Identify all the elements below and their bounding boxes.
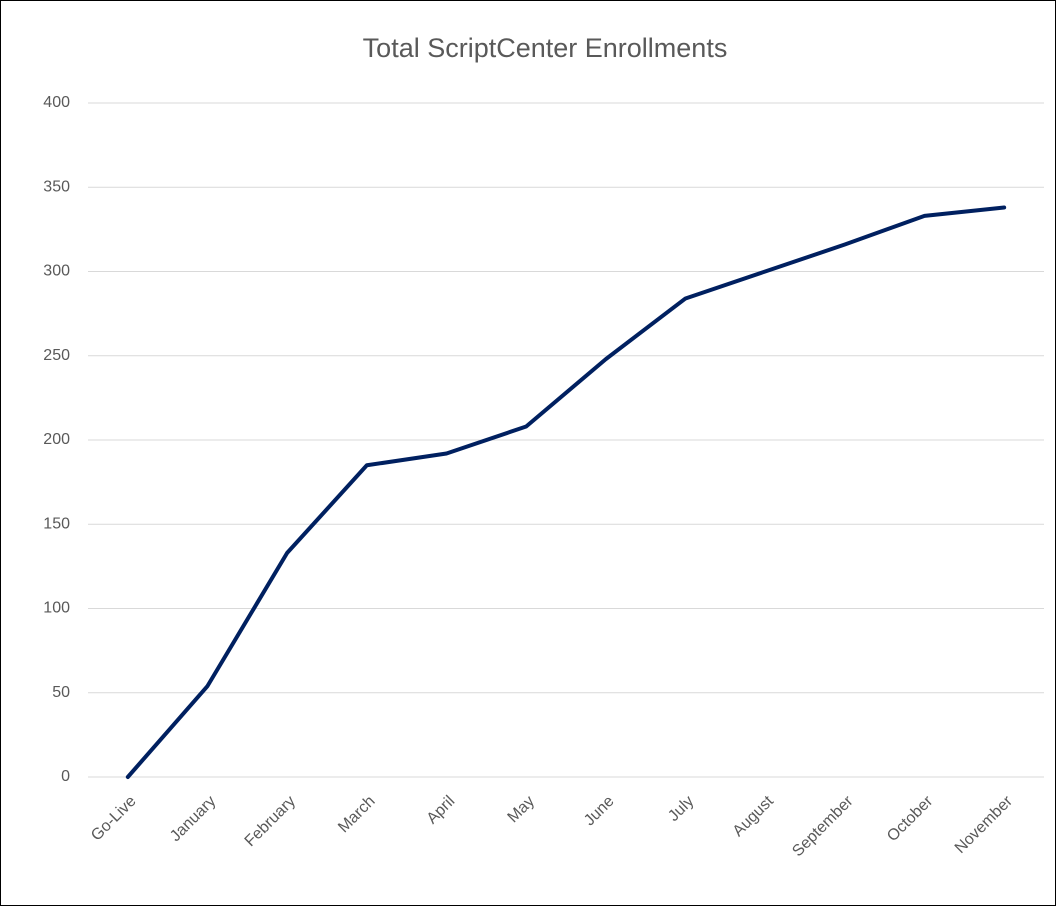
- chart-title: Total ScriptCenter Enrollments: [363, 33, 728, 63]
- y-tick-label: 200: [43, 431, 70, 448]
- y-tick-label: 50: [52, 684, 70, 701]
- y-tick-label: 400: [43, 94, 70, 111]
- line-series: [125, 205, 1007, 779]
- y-tick-label: 100: [43, 600, 70, 617]
- y-tick-label: 150: [43, 515, 70, 532]
- y-tick-label: 300: [43, 263, 70, 280]
- y-tick-label: 250: [43, 347, 70, 364]
- y-tick-label: 350: [43, 178, 70, 195]
- y-tick-label: 0: [61, 768, 70, 785]
